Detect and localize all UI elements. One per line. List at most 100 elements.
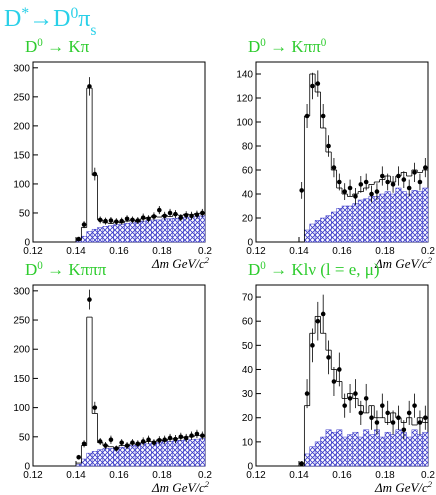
x-tick-label: 0.14 — [66, 470, 86, 481]
data-point — [87, 84, 92, 89]
background-bin — [129, 445, 136, 467]
background-bin — [395, 429, 402, 467]
background-bin — [368, 434, 375, 467]
y-tick-label: 20 — [242, 214, 254, 225]
text-part: → Kπππ — [43, 260, 107, 279]
data-point — [146, 437, 151, 443]
text-part: 2 — [205, 479, 210, 489]
data-point — [167, 435, 173, 441]
figure-title: D*→D0πs — [4, 5, 96, 39]
data-point — [347, 185, 353, 191]
background-bin — [199, 215, 206, 243]
text-part: D — [248, 37, 260, 56]
data-point — [135, 441, 141, 447]
background-bin — [374, 196, 380, 243]
x-tick-label: 0.16 — [109, 470, 129, 481]
data-point — [304, 113, 310, 119]
background-bin — [113, 224, 120, 243]
data-point — [385, 410, 390, 416]
data-point — [162, 437, 167, 443]
background-bin — [336, 208, 343, 243]
text-part: Δm GeV/c — [374, 256, 428, 271]
data-point — [326, 143, 331, 149]
x-tick-label: 0.14 — [289, 470, 309, 481]
y-tick-label: 100 — [13, 403, 30, 414]
background-bin — [304, 453, 310, 467]
data-point — [76, 454, 81, 460]
x-tick-label: 0.12 — [246, 246, 266, 257]
x-tick-label: 0.16 — [109, 246, 129, 257]
background-bin — [118, 447, 125, 467]
text-part: 2 — [205, 255, 210, 265]
background-bin — [177, 217, 184, 243]
data-point — [162, 213, 167, 219]
text-part: π — [78, 6, 90, 32]
y-tick-label: 60 — [242, 166, 254, 177]
background-bin — [331, 211, 337, 243]
data-point — [140, 439, 146, 444]
text-part: → Kππ — [266, 37, 321, 56]
background-bin — [97, 227, 104, 243]
data-point — [173, 436, 178, 442]
background-bin — [331, 431, 337, 467]
y-tick-label: 10 — [242, 437, 254, 448]
data-point — [108, 437, 114, 443]
text-part: 0 — [260, 260, 266, 272]
background-bin — [347, 434, 353, 467]
y-tick-label: 300 — [13, 63, 30, 74]
background-bin — [314, 220, 321, 243]
data-point — [417, 420, 423, 425]
panel-title: D0 → Kπππ — [25, 260, 107, 279]
data-point — [146, 216, 151, 222]
y-tick-label: 200 — [13, 345, 30, 356]
background-bin — [309, 446, 316, 467]
data-point — [119, 440, 124, 445]
background-bin — [81, 458, 87, 467]
y-tick-label: 150 — [13, 374, 30, 385]
data-point — [326, 355, 331, 360]
data-point — [304, 391, 310, 396]
background-bin — [167, 218, 173, 243]
text-part: 0 — [70, 5, 78, 22]
x-tick-label: 0.16 — [332, 470, 352, 481]
background-bin — [320, 436, 327, 467]
x-tick-label: 0.18 — [375, 246, 395, 257]
data-point — [406, 410, 412, 416]
y-tick-label: 0 — [247, 238, 253, 249]
x-tick-label: 0.18 — [152, 246, 172, 257]
background-bin — [320, 217, 327, 243]
background-bin — [134, 222, 141, 243]
background-bin — [325, 429, 332, 467]
background-bin — [390, 434, 396, 467]
background-bin — [422, 431, 429, 467]
background-bin — [374, 429, 380, 467]
background-bin — [341, 436, 348, 467]
data-point — [183, 435, 189, 441]
text-part: 0 — [260, 37, 266, 49]
text-part: 0 — [37, 37, 43, 49]
x-tick-label: 0.14 — [66, 246, 86, 257]
background-bin — [379, 436, 386, 467]
background-bin — [194, 216, 200, 243]
background-bin — [417, 434, 423, 467]
background-bin — [145, 220, 152, 243]
background-bin — [151, 219, 157, 243]
data-point — [347, 396, 353, 401]
background-bin — [183, 439, 190, 467]
data-point — [103, 218, 108, 224]
data-point — [140, 215, 146, 220]
background-bin — [406, 193, 413, 243]
data-point — [157, 207, 162, 213]
text-part: →D — [29, 6, 70, 32]
data-point — [331, 379, 337, 384]
text-part: * — [21, 5, 29, 22]
data-point — [396, 415, 401, 421]
text-part: → Klν (l = e, μ) — [266, 260, 380, 279]
background-bin — [199, 438, 206, 467]
data-point — [380, 403, 385, 408]
background-bin — [390, 193, 396, 243]
text-part: 0 — [321, 37, 327, 49]
background-bin — [172, 440, 179, 467]
data-point — [124, 443, 130, 448]
text-part: D — [4, 6, 21, 32]
